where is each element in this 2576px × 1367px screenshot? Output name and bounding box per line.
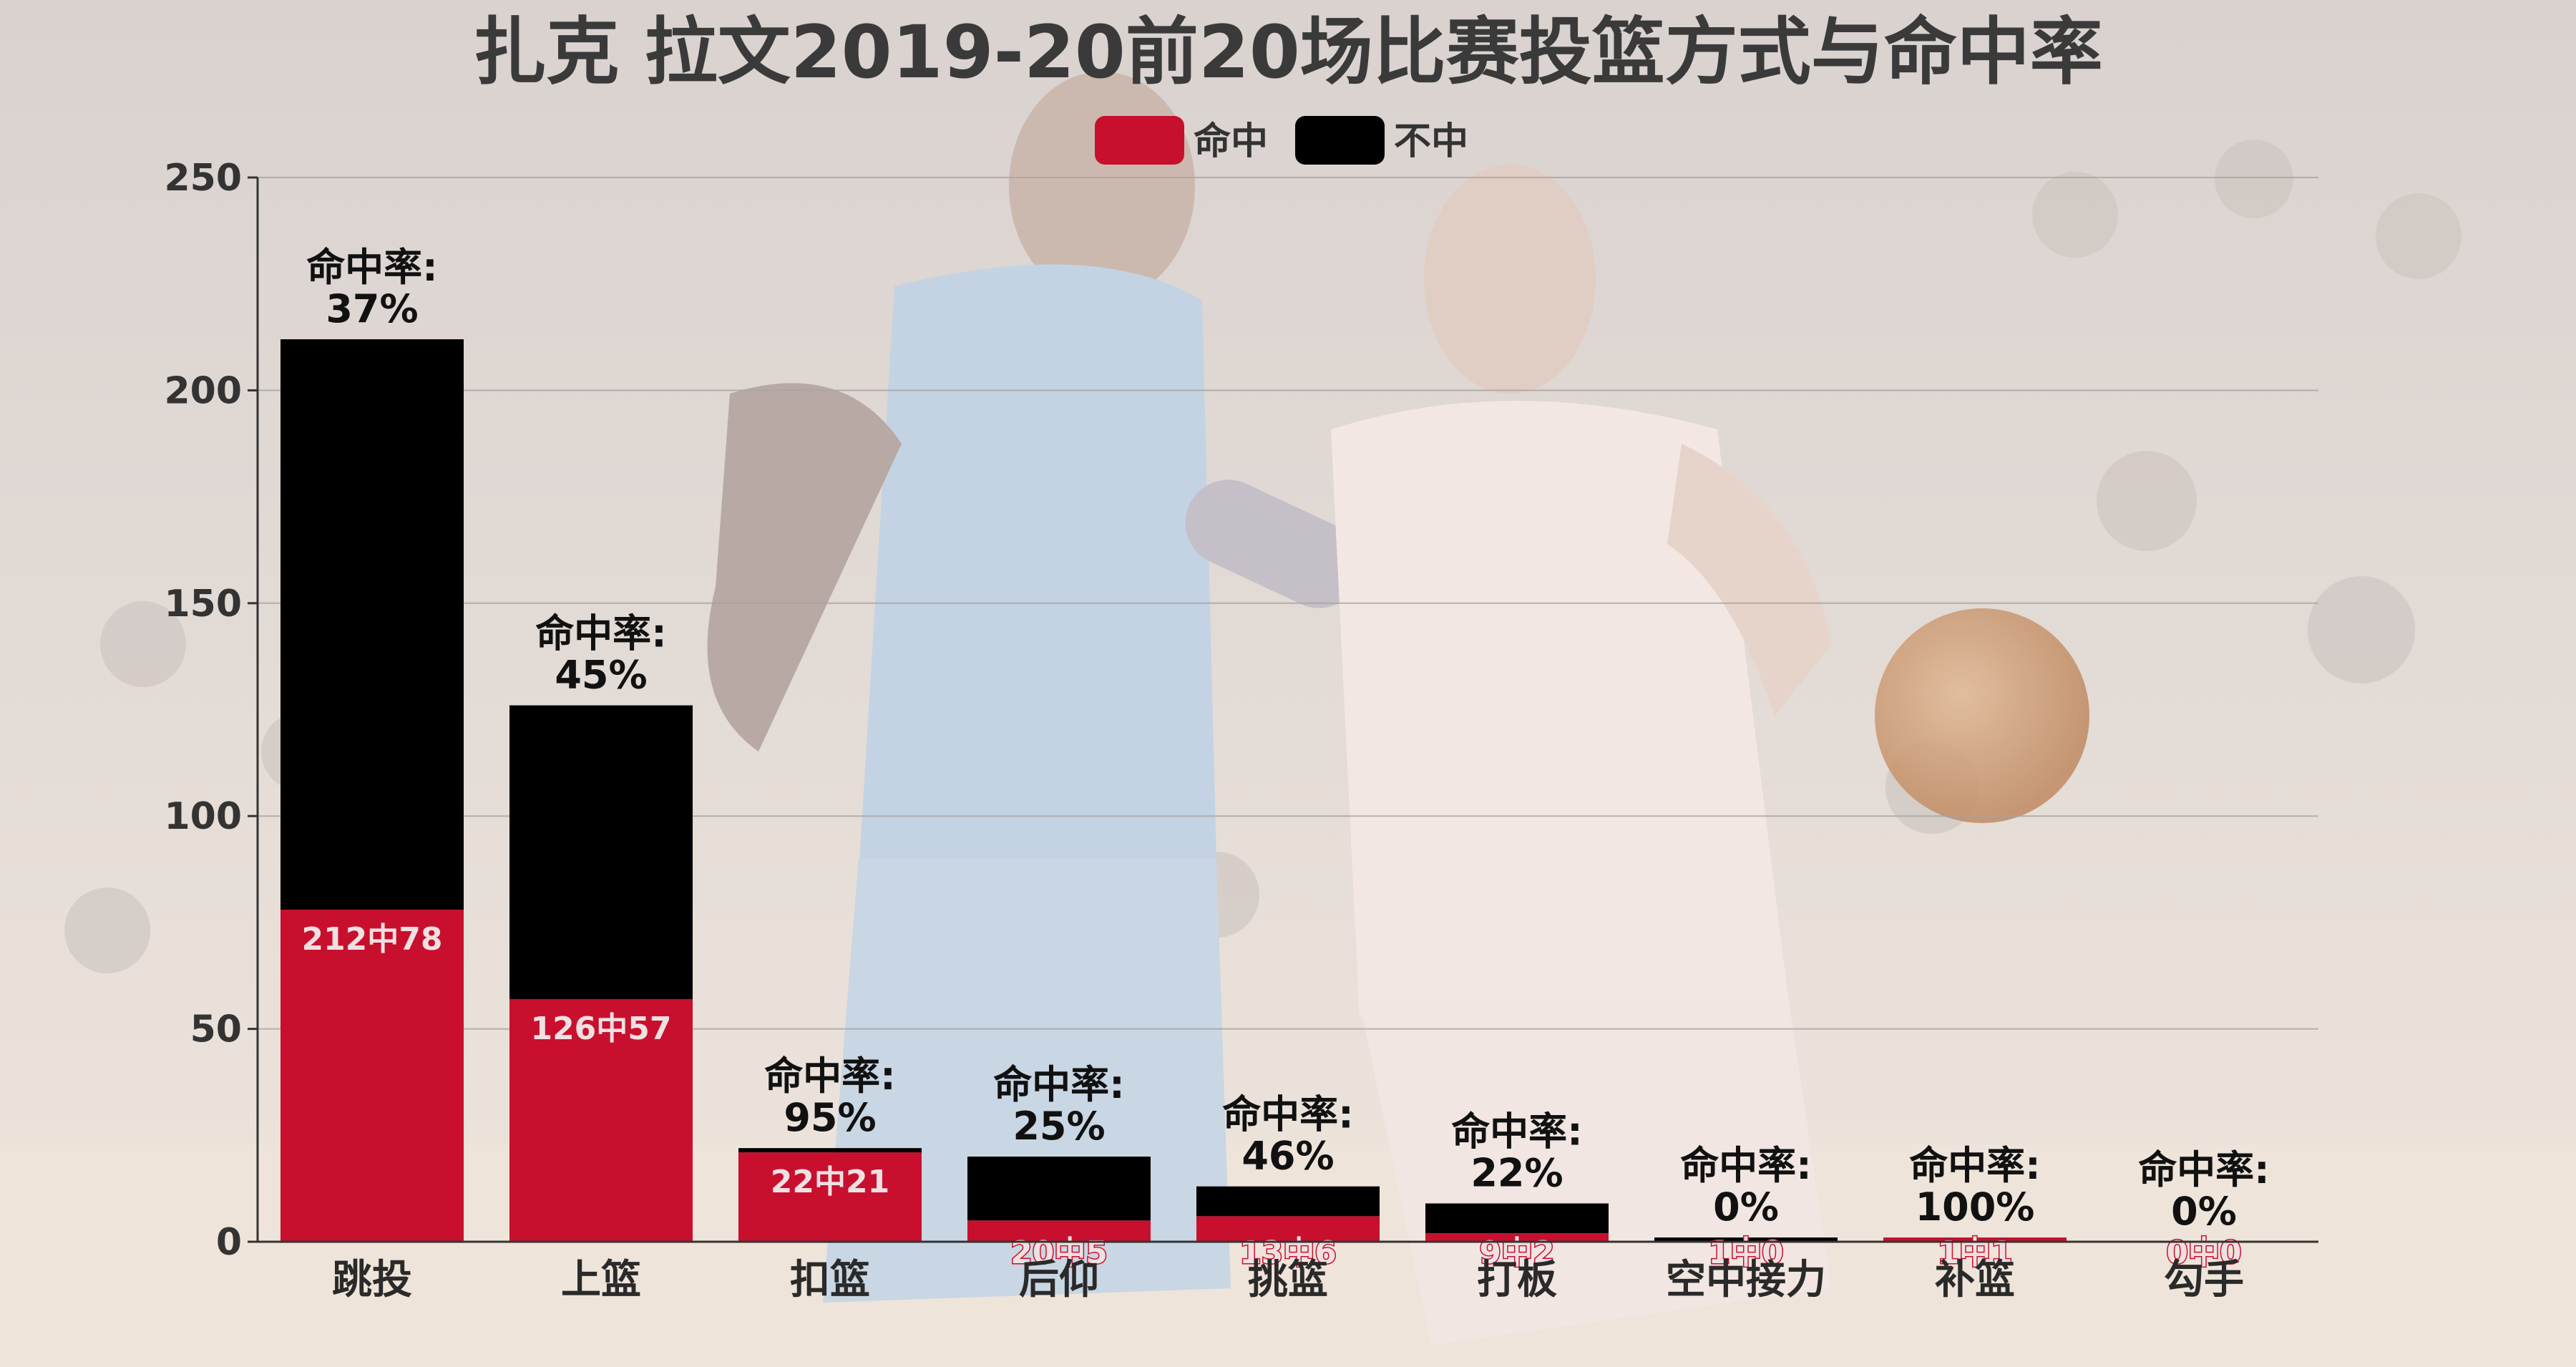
x-category-label: 上篮	[561, 1257, 641, 1303]
bar-made	[509, 998, 693, 1242]
x-category-label: 打板	[1477, 1257, 1557, 1303]
chart-title: 扎克 拉文2019-20前20场比赛投篮方式与命中率	[473, 10, 2103, 95]
bar-made	[1196, 1216, 1380, 1242]
bar-missed	[1196, 1186, 1380, 1217]
rate-value-label: 95%	[784, 1095, 876, 1140]
x-category-label: 跳投	[332, 1257, 412, 1303]
legend-swatch-made	[1095, 116, 1184, 165]
y-tick-label: 100	[164, 795, 242, 838]
x-category-label: 挑篮	[1248, 1257, 1328, 1303]
rate-prefix-label: 命中率:	[2138, 1147, 2270, 1192]
rate-prefix-label: 命中率:	[993, 1062, 1125, 1107]
legend-label-missed: 不中	[1394, 120, 1468, 163]
rate-value-label: 0%	[2171, 1189, 2237, 1234]
rate-value-label: 22%	[1470, 1150, 1563, 1195]
bar-missed	[738, 1148, 922, 1153]
rate-prefix-label: 命中率:	[306, 245, 438, 290]
x-category-label: 后仰	[1019, 1257, 1099, 1303]
player-left-figure	[707, 72, 1362, 1303]
rate-value-label: 46%	[1241, 1134, 1334, 1179]
player-right-figure	[1331, 165, 1832, 1346]
legend-label-made: 命中	[1194, 120, 1268, 163]
x-category-label: 补篮	[1935, 1257, 2015, 1303]
y-tick-label: 200	[164, 369, 242, 412]
rate-value-label: 37%	[326, 286, 418, 331]
bar-made	[1883, 1237, 2067, 1242]
x-category-label: 空中接力	[1666, 1257, 1826, 1303]
rate-prefix-label: 命中率:	[535, 611, 667, 656]
basketball-icon	[1875, 608, 2089, 823]
bar-value-label: 22中21	[771, 1164, 889, 1200]
legend-swatch-missed	[1295, 116, 1385, 165]
bar-value-label: 212中78	[301, 921, 442, 958]
x-category-label: 勾手	[2164, 1257, 2244, 1303]
rate-value-label: 0%	[1713, 1184, 1779, 1230]
rate-prefix-label: 命中率:	[1680, 1143, 1812, 1188]
y-tick-label: 50	[190, 1008, 242, 1051]
bar-value-label: 126中57	[530, 1011, 671, 1047]
legend: 命中 不中	[1095, 116, 1468, 165]
y-tick-label: 250	[164, 157, 242, 200]
rate-value-label: 25%	[1013, 1104, 1105, 1149]
rate-value-label: 45%	[555, 653, 647, 698]
bar-missed	[1425, 1203, 1609, 1234]
bar-made	[280, 910, 464, 1242]
bar-made	[1425, 1233, 1609, 1242]
rate-value-label: 100%	[1916, 1184, 2035, 1230]
bar-missed	[967, 1157, 1151, 1221]
rate-prefix-label: 命中率:	[1222, 1092, 1354, 1137]
bar-made	[967, 1220, 1151, 1242]
rate-prefix-label: 命中率:	[1451, 1109, 1583, 1154]
y-axis: 0 50 100 150 200 250	[164, 157, 259, 1264]
bar-missed	[1654, 1237, 1838, 1242]
y-tick-label: 0	[216, 1221, 242, 1264]
bar-missed	[509, 705, 693, 999]
x-category-label: 扣篮	[790, 1257, 870, 1303]
bars: 212中78命中率:37%126中57命中率:45%22中21命中率:95%20…	[280, 245, 2270, 1273]
rate-prefix-label: 命中率:	[1909, 1143, 2041, 1188]
x-axis: 跳投 上篮 扣篮 后仰 挑篮 打板 空中接力 补篮 勾手	[258, 1240, 2318, 1303]
bar-made	[738, 1152, 922, 1242]
rate-prefix-label: 命中率:	[764, 1054, 896, 1099]
bar-missed	[280, 339, 464, 910]
y-tick-label: 150	[164, 583, 242, 626]
